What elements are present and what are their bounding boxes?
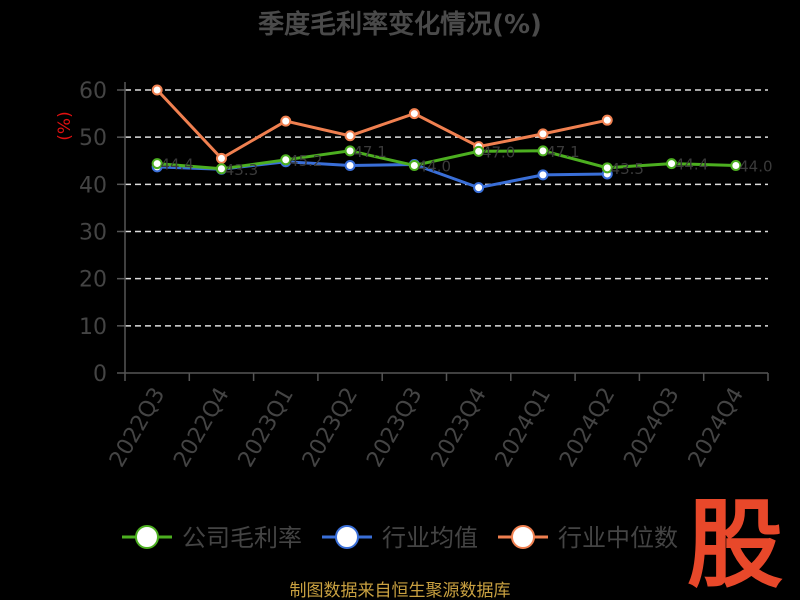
x-tick-label: 2022Q3: [105, 384, 170, 472]
data-label: 44.0: [418, 157, 451, 175]
x-tick-label: 2024Q3: [619, 384, 684, 472]
data-label: 45.2: [289, 152, 322, 170]
y-tick-label: 10: [79, 315, 107, 340]
legend-label: 行业均值: [382, 524, 478, 552]
grid: [125, 89, 768, 327]
y-tick-label: 50: [79, 126, 107, 151]
y-tick-label: 40: [79, 173, 107, 198]
series-line: [157, 149, 736, 171]
data-point: [280, 115, 292, 127]
data-point: [151, 158, 163, 170]
series-line: [156, 88, 608, 161]
data-point: [730, 159, 742, 171]
x-tick-label: 2023Q1: [234, 384, 299, 472]
data-point: [666, 158, 678, 170]
legend-item: 公司毛利率: [122, 524, 302, 552]
data-label: 43.5: [611, 160, 644, 178]
data-point: [408, 108, 420, 120]
legend-marker: [511, 525, 535, 549]
data-point: [537, 145, 549, 157]
source-note: 制图数据来自恒生聚源数据库: [290, 581, 511, 600]
y-axis-label: (%): [55, 111, 75, 140]
data-point: [344, 159, 356, 171]
data-label: 44.0: [739, 157, 772, 175]
x-tick-label: 2023Q2: [298, 384, 363, 472]
series-0: 44.4 43.3 45.2 47.1 44.0 47.0 47.1 43.5 44.4 44.0: [151, 143, 773, 179]
data-label: 47.0: [482, 143, 515, 161]
data-point: [473, 145, 485, 157]
x-tick-label: 2022Q4: [169, 384, 234, 472]
data-point: [473, 182, 485, 194]
y-tick-label: 0: [93, 362, 107, 387]
data-point: [215, 152, 227, 164]
legend-item: 行业中位数: [498, 524, 678, 552]
data-label: 44.4: [160, 156, 193, 174]
data-point: [601, 162, 613, 174]
x-tick-label: 2024Q2: [555, 384, 620, 472]
data-point: [537, 169, 549, 181]
data-point: [408, 159, 420, 171]
legend-marker: [335, 525, 359, 549]
series-2: [151, 84, 613, 164]
legend-label: 行业中位数: [558, 524, 678, 552]
legend: 公司毛利率 行业均值 行业中位数: [122, 524, 678, 552]
x-tick-label: 2024Q1: [491, 384, 556, 472]
data-point: [344, 145, 356, 157]
legend-label: 公司毛利率: [182, 524, 302, 552]
data-point: [151, 84, 163, 96]
y-tick-label: 60: [79, 79, 107, 104]
series-lines: 44.4 43.3 45.2 47.1 44.0 47.0 47.1 43.5 44.4 44.0: [151, 84, 773, 194]
chart-title: 季度毛利率变化情况(%): [258, 9, 542, 40]
data-label: 47.1: [353, 143, 386, 161]
y-tick-label: 20: [79, 268, 107, 293]
data-label: 43.3: [225, 161, 258, 179]
data-point: [280, 154, 292, 166]
axes: 01020304050602022Q32022Q42023Q12023Q2202…: [79, 79, 769, 472]
legend-item: 行业均值: [322, 524, 478, 552]
data-point: [215, 163, 227, 175]
x-tick-label: 2023Q3: [362, 384, 427, 472]
data-label: 44.4: [675, 156, 708, 174]
x-tick-label: 2024Q4: [684, 384, 749, 472]
legend-marker: [135, 525, 159, 549]
data-point: [344, 130, 356, 142]
data-point: [537, 128, 549, 140]
logo-text: 股: [687, 488, 783, 600]
data-point: [601, 114, 613, 126]
y-tick-label: 30: [79, 221, 107, 246]
data-label: 47.1: [546, 143, 579, 161]
x-tick-label: 2023Q4: [427, 384, 492, 472]
